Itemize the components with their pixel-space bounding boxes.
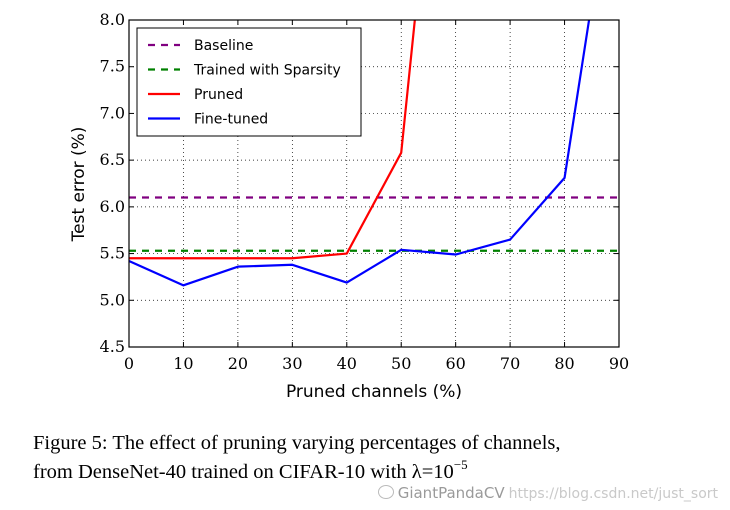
y-tick-label: 7.0	[100, 103, 125, 122]
x-tick-label: 80	[554, 354, 574, 373]
watermark-brand: GiantPandaCV	[397, 484, 505, 502]
plot-frame	[128, 19, 620, 348]
legend-label: Fine-tuned	[194, 112, 268, 128]
y-tick-label: 4.5	[100, 337, 125, 356]
caption-line-1: Figure 5: The effect of pruning varying …	[33, 432, 561, 454]
y-tick-label: 6.5	[100, 150, 125, 169]
caption-line-2: from DenseNet-40 trained on CIFAR-10 wit…	[33, 458, 723, 487]
caption-line-2-text: from DenseNet-40 trained on CIFAR-10 wit…	[33, 461, 454, 483]
series-line-pruned	[129, 19, 416, 260]
axis-ticks: 0 10 20 30 40 50 60 70 80 90 4.5 5.0 5.5 6.0 6.5 7.0 7.5…	[100, 10, 630, 373]
watermark-url: https://blog.csdn.net/just_sort	[508, 486, 718, 502]
caption-exponent: −5	[453, 457, 468, 472]
wechat-icon	[377, 485, 394, 499]
y-tick-label: 6.0	[100, 197, 125, 216]
watermark: GiantPandaCV https://blog.csdn.net/just_s…	[377, 484, 718, 502]
figure-caption: Figure 5: The effect of pruning varying …	[33, 429, 723, 487]
chart: 0 10 20 30 40 50 60 70 80 90 4.5 5.0 5.5 6.0 6.5 7.0 7.5…	[69, 10, 630, 402]
legend-label: Pruned	[194, 87, 243, 103]
x-tick-label: 70	[500, 354, 520, 373]
y-tick-label: 5.0	[100, 290, 125, 309]
x-tick-label: 40	[337, 354, 357, 373]
x-tick-label: 60	[445, 354, 465, 373]
y-tick-label: 7.5	[100, 57, 125, 76]
y-tick-label: 8.0	[100, 10, 125, 29]
legend: Baseline Trained with Sparsity Pruned Fine-…	[136, 27, 362, 137]
x-tick-label: 30	[282, 354, 302, 373]
x-tick-label: 20	[228, 354, 248, 373]
x-tick-label: 90	[609, 354, 629, 373]
y-axis-label: Test error (%)	[69, 127, 89, 243]
x-tick-label: 0	[124, 354, 134, 373]
x-tick-label: 10	[173, 354, 193, 373]
legend-label: Trained with Sparsity	[193, 63, 341, 79]
x-tick-label: 50	[391, 354, 411, 373]
series-line-fine-tuned	[128, 19, 591, 287]
x-axis-label: Pruned channels (%)	[286, 382, 462, 402]
y-tick-label: 5.5	[100, 244, 125, 263]
legend-label: Baseline	[194, 38, 253, 54]
series-layer	[128, 19, 619, 287]
